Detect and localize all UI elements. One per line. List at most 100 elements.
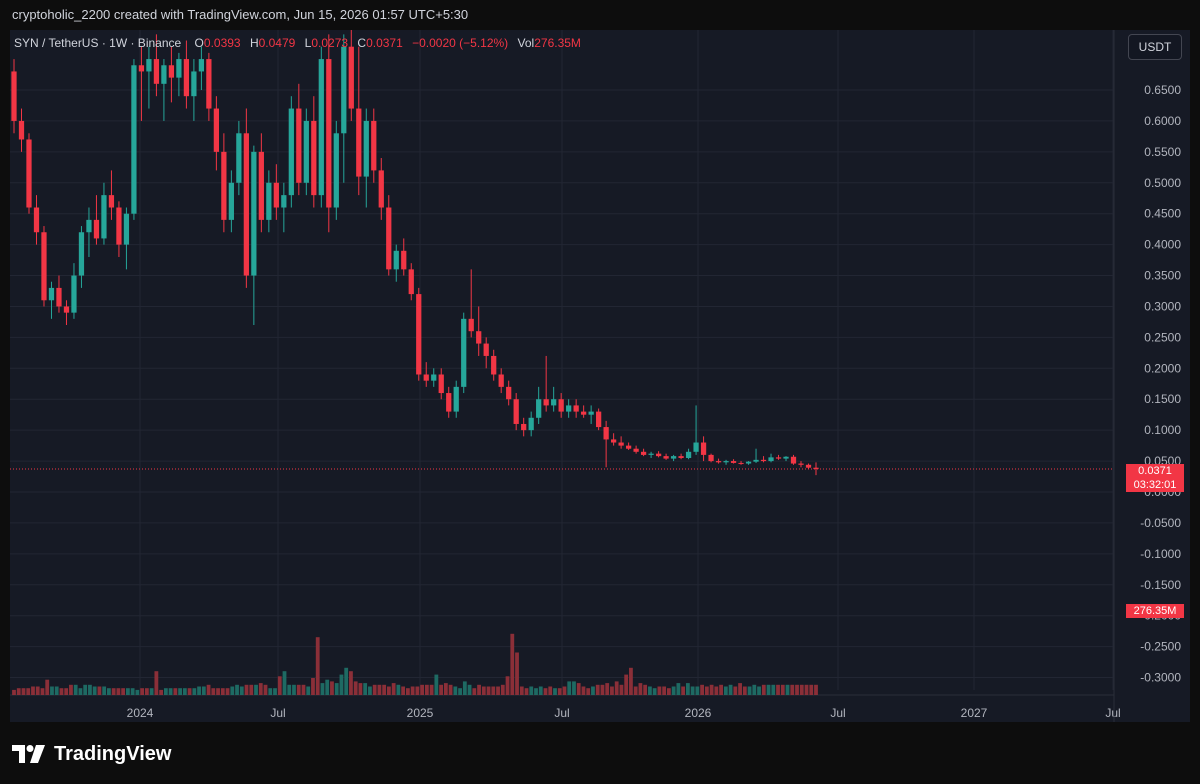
candle-body bbox=[790, 456, 797, 464]
candle-body bbox=[78, 232, 85, 276]
volume-bar bbox=[757, 686, 761, 695]
candle-body bbox=[528, 417, 534, 431]
y-tick-label: -0.1500 bbox=[1140, 578, 1181, 592]
candle-body bbox=[273, 182, 279, 208]
candle-body bbox=[446, 393, 452, 412]
volume-bar bbox=[614, 681, 619, 695]
candle-body bbox=[288, 108, 294, 196]
candle-body bbox=[236, 133, 242, 183]
volume-bar bbox=[292, 684, 296, 695]
y-tick-label: 0.2000 bbox=[1144, 361, 1181, 375]
volume-bar bbox=[496, 686, 500, 695]
y-tick-label: -0.2500 bbox=[1140, 640, 1181, 654]
volume-bar bbox=[529, 686, 534, 695]
candle-body bbox=[123, 213, 130, 245]
candle-body bbox=[206, 59, 212, 109]
candle-body bbox=[296, 108, 302, 183]
volume-bar bbox=[377, 684, 382, 695]
y-tick-label: 0.1000 bbox=[1144, 423, 1181, 437]
candle-body bbox=[783, 456, 789, 459]
volume-bar bbox=[695, 686, 700, 695]
volume-bar bbox=[766, 684, 771, 695]
volume-bar bbox=[372, 684, 377, 695]
volume-bar bbox=[771, 684, 776, 695]
volume-bar bbox=[671, 686, 676, 695]
last-price-tag: 0.0371 bbox=[1126, 464, 1184, 478]
volume-bar bbox=[325, 679, 330, 695]
candle-body bbox=[558, 399, 564, 412]
volume-bar bbox=[410, 686, 415, 695]
volume-bar bbox=[149, 688, 154, 695]
candle-body bbox=[640, 451, 647, 455]
currency-button[interactable]: USDT bbox=[1128, 34, 1182, 60]
candle-body bbox=[101, 195, 107, 239]
symbol-label[interactable]: SYN / TetherUS · 1W · Binance bbox=[14, 36, 182, 50]
volume-bar bbox=[344, 667, 349, 695]
volume-bar bbox=[315, 637, 320, 695]
candle-body bbox=[633, 448, 639, 452]
candle-body bbox=[760, 459, 767, 462]
high-label: H bbox=[249, 36, 259, 50]
volume-bar bbox=[45, 679, 50, 695]
volume-bar bbox=[681, 686, 686, 695]
candle-body bbox=[138, 65, 145, 72]
candle-body bbox=[423, 374, 429, 381]
volume-bar bbox=[704, 686, 709, 695]
candle-body bbox=[348, 46, 354, 109]
volume-bar bbox=[557, 688, 562, 695]
volume-bar bbox=[690, 686, 695, 695]
volume-bar bbox=[102, 686, 107, 695]
volume-bar bbox=[685, 683, 690, 695]
volume-bar bbox=[804, 684, 809, 695]
volume-bar bbox=[462, 681, 467, 695]
volume-bar bbox=[173, 688, 178, 695]
volume-bar bbox=[443, 683, 448, 695]
candle-body bbox=[243, 133, 249, 276]
chart-area[interactable]: 0.6500 0.6000 0.5500 0.5000 0.4500 0.4000 0.35… bbox=[10, 30, 1190, 722]
open-value: 0.0393 bbox=[203, 36, 241, 50]
candle-body bbox=[738, 462, 744, 464]
chart-credit: cryptoholic_2200 created with TradingVie… bbox=[12, 7, 469, 22]
candle-body bbox=[33, 207, 40, 233]
volume-bar bbox=[534, 688, 538, 695]
y-tick-label: 0.6000 bbox=[1144, 114, 1181, 128]
volume-bar bbox=[519, 686, 524, 695]
volume-bar bbox=[116, 688, 121, 695]
volume-bar bbox=[50, 686, 54, 695]
volume-bar bbox=[349, 671, 353, 695]
volume-bar bbox=[719, 684, 723, 695]
candle-body bbox=[618, 442, 624, 446]
brand-logo[interactable]: TradingView bbox=[12, 742, 171, 766]
volume-bar bbox=[396, 684, 401, 695]
candle-body bbox=[438, 374, 444, 394]
candle-body bbox=[775, 457, 782, 459]
volume-bar bbox=[73, 684, 78, 695]
volume-bar bbox=[600, 684, 605, 695]
volume-bar bbox=[121, 688, 126, 695]
volume-bar bbox=[192, 688, 197, 695]
candle-body bbox=[611, 439, 617, 443]
volume-bar bbox=[353, 681, 358, 695]
candle-body bbox=[251, 151, 257, 276]
candle-body bbox=[648, 453, 654, 455]
candle-body bbox=[468, 318, 474, 332]
volume-bar bbox=[510, 633, 515, 695]
volume-bar bbox=[258, 683, 263, 695]
candle-body bbox=[753, 459, 759, 462]
candle-body bbox=[11, 71, 17, 121]
volume-bar bbox=[363, 683, 368, 695]
candle-body bbox=[513, 399, 519, 424]
brand-name: TradingView bbox=[54, 742, 172, 765]
volume-bar bbox=[154, 671, 159, 695]
candle-body bbox=[596, 411, 602, 428]
candle-body bbox=[378, 170, 384, 208]
y-tick-label: 0.6500 bbox=[1144, 83, 1181, 97]
volume-bar bbox=[780, 684, 785, 695]
volume-bar bbox=[88, 684, 92, 695]
close-label: C bbox=[357, 36, 367, 50]
candle-body bbox=[573, 405, 579, 412]
volume-bar bbox=[723, 686, 728, 695]
candle-body bbox=[603, 427, 609, 440]
candlestick-chart[interactable]: 0.6500 0.6000 0.5500 0.5000 0.4500 0.4000 0.35… bbox=[10, 30, 1190, 722]
volume-bar bbox=[97, 686, 102, 695]
